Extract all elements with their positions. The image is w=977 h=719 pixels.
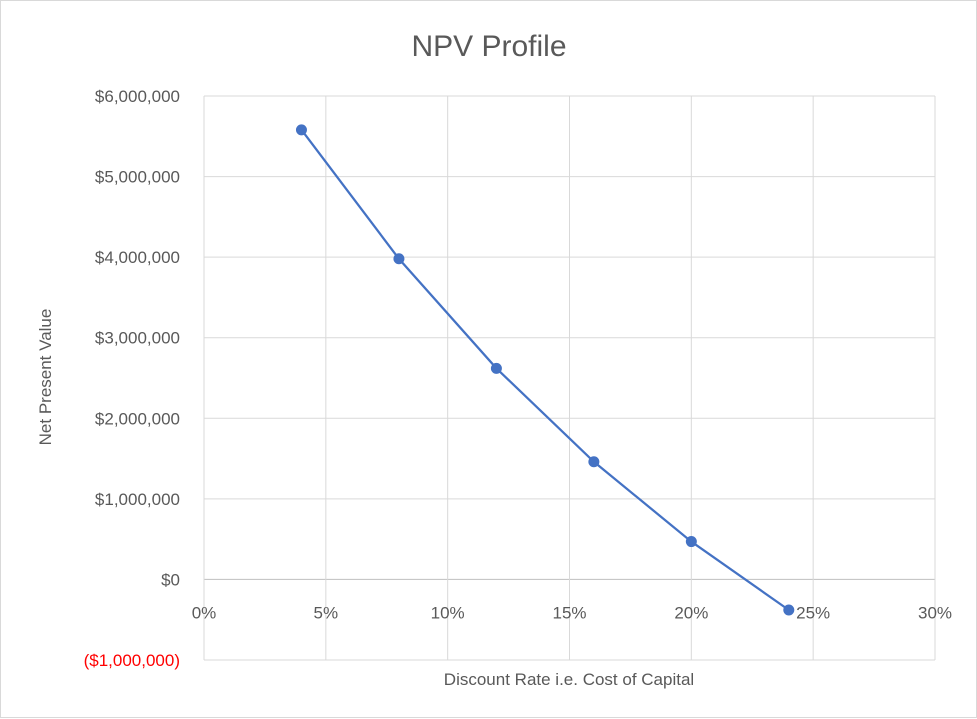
x-tick-label: 20% [674,603,708,622]
y-tick-label: $6,000,000 [95,87,180,106]
y-tick-label: $4,000,000 [95,248,180,267]
x-tick-label: 15% [552,603,586,622]
y-tick-label: $1,000,000 [95,490,180,509]
data-point [783,604,795,616]
y-tick-label: $0 [161,570,180,589]
y-tick-label: ($1,000,000) [84,651,180,670]
data-point [685,536,697,548]
gridlines [203,95,936,661]
y-tick-label: $5,000,000 [95,168,180,187]
data-point [490,362,502,374]
y-axis-title: Net Present Value [36,309,55,446]
data-point [588,456,600,468]
x-axis-title: Discount Rate i.e. Cost of Capital [444,670,694,689]
chart-title: NPV Profile [411,30,566,63]
x-tick-label: 25% [796,603,830,622]
data-point [295,124,307,136]
x-tick-label: 0% [192,603,217,622]
data-point [393,253,405,265]
x-axis-ticks: 0% 5% 10% 15% 20% 25% 30% [192,603,952,622]
y-tick-label: $2,000,000 [95,409,180,428]
series [295,124,795,616]
npv-series-line [300,129,790,611]
y-axis-ticks: ($1,000,000) $0 $1,000,000 $2,000,000 $3,000… [84,87,180,670]
x-tick-label: 10% [431,603,465,622]
x-tick-label: 30% [918,603,952,622]
x-tick-label: 5% [314,603,339,622]
y-tick-label: $3,000,000 [95,329,180,348]
